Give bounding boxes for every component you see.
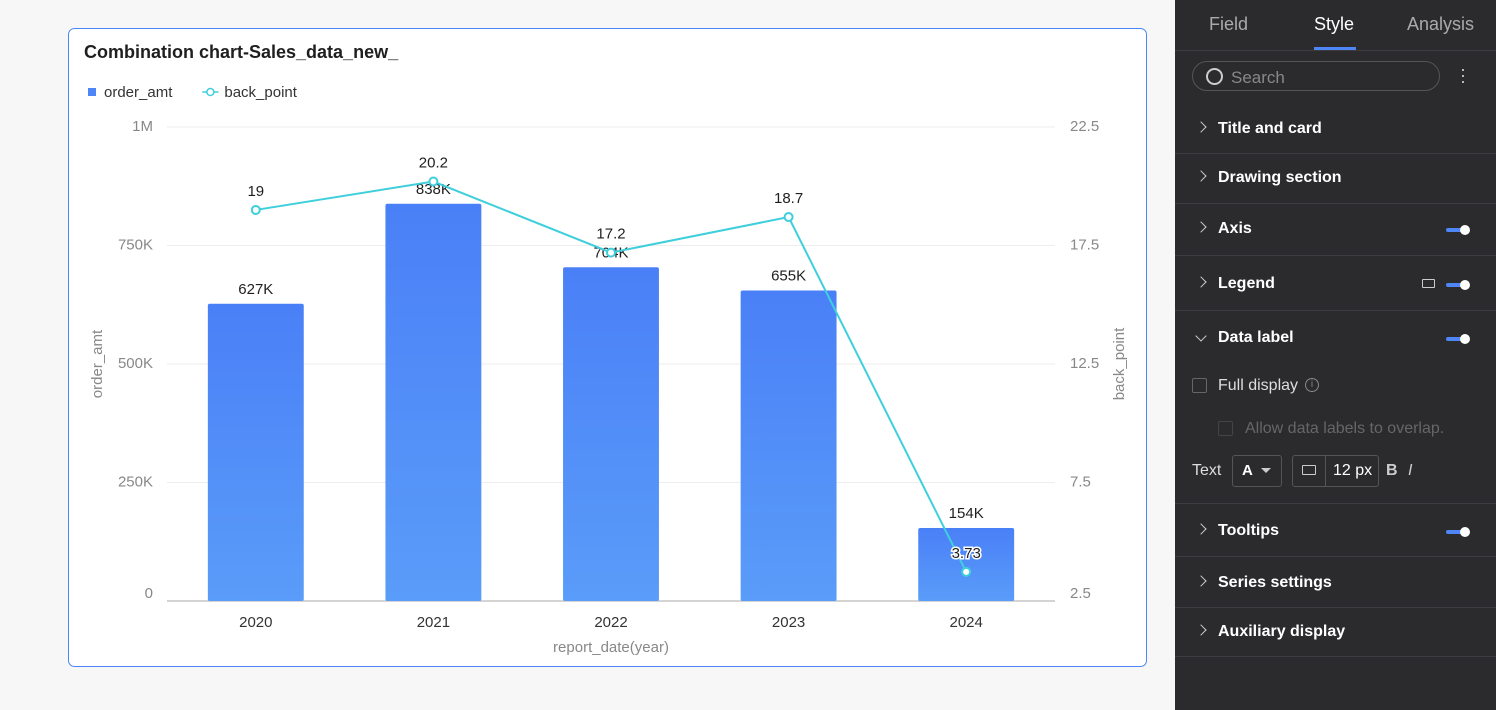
section-title[interactable]: Data label [1218, 329, 1294, 346]
search-placeholder: Search [1231, 68, 1285, 87]
y2-tick-label: 2.5 [1070, 585, 1091, 602]
legend-swatch [206, 87, 215, 97]
full-display-label: Full display [1218, 377, 1299, 394]
section-title[interactable]: Series settings [1218, 574, 1332, 591]
section-title[interactable]: Drawing section [1218, 169, 1342, 186]
info-icon[interactable]: i [1305, 378, 1319, 392]
checkbox[interactable] [1218, 421, 1233, 436]
point [961, 566, 972, 577]
bar [385, 203, 482, 601]
screen-icon [1302, 465, 1316, 475]
bar-label: 627K [238, 281, 273, 298]
y-tick-label: 250K [118, 473, 153, 490]
toggle[interactable] [1446, 225, 1470, 235]
allow-overlap-label: Allow data labels to overlap. [1245, 420, 1445, 437]
caret [1261, 468, 1271, 478]
bar [563, 267, 659, 601]
separator [1175, 153, 1496, 154]
divider [1325, 456, 1326, 486]
x-tick-label: 2020 [239, 614, 272, 631]
x-tick-label: 2022 [594, 614, 627, 631]
separator [1175, 556, 1496, 557]
point [428, 176, 439, 187]
legend-label: order_amt [104, 84, 173, 101]
font-size-input[interactable]: 12 px [1292, 455, 1379, 487]
legend-swatch [88, 88, 96, 96]
section-title[interactable]: Axis [1218, 220, 1252, 237]
y2-tick-label: 12.5 [1070, 355, 1099, 372]
chevron[interactable] [1195, 575, 1207, 587]
italic-button[interactable]: I [1408, 462, 1413, 479]
more-menu[interactable]: · · · [1460, 59, 1466, 91]
bar [918, 528, 1015, 601]
y-tick-label: 750K [118, 236, 153, 253]
tab[interactable]: Field [1209, 14, 1249, 34]
bar-label: 154K [949, 505, 984, 522]
y-tick-label: 1M [132, 118, 153, 135]
search-box[interactable]: Search [1192, 61, 1440, 91]
x-tick-label: 2021 [417, 614, 450, 631]
font-color-select[interactable]: A [1232, 455, 1282, 487]
section-title[interactable]: Title and card [1218, 120, 1322, 137]
toggle[interactable] [1446, 334, 1470, 344]
section-title[interactable]: Legend [1218, 275, 1275, 292]
chevron[interactable] [1195, 170, 1207, 182]
text-label: Text [1192, 462, 1222, 479]
chart: Combination chart-Sales_data_new_ report… [68, 28, 1147, 667]
toggle[interactable] [1446, 527, 1470, 537]
y2-tick-label: 7.5 [1070, 473, 1091, 490]
checkbox[interactable] [1192, 378, 1207, 393]
y-axis-title: order_amt [89, 329, 106, 398]
style-panel: Field Style Analysis Search · · · Full dis… [1175, 0, 1496, 710]
separator [1175, 50, 1496, 51]
y-tick-label: 0 [145, 585, 153, 602]
separator [1175, 255, 1496, 256]
section-title[interactable]: Tooltips [1218, 522, 1280, 539]
chevron[interactable] [1195, 276, 1207, 288]
section-title[interactable]: Auxiliary display [1218, 623, 1346, 640]
y2-tick-label: 17.5 [1070, 236, 1099, 253]
separator [1175, 607, 1496, 608]
point [250, 204, 261, 215]
y2-axis-title: back_point [1111, 327, 1128, 400]
point-label: 20.2 [419, 154, 448, 171]
legend-label: back_point [224, 84, 297, 101]
bar-label: 655K [771, 267, 806, 284]
screen-icon [1422, 279, 1435, 288]
point-label: 19 [247, 183, 264, 200]
bar [207, 303, 304, 601]
chevron[interactable] [1195, 121, 1207, 133]
chart-title: Combination chart-Sales_data_new_ [84, 42, 399, 62]
x-axis-title: report_date(year) [553, 639, 669, 656]
tab[interactable]: Style [1314, 14, 1355, 34]
point [606, 247, 616, 258]
bold-button[interactable]: B [1386, 462, 1398, 479]
search-icon [1206, 68, 1223, 85]
point-label: 17.2 [596, 226, 625, 243]
separator [1175, 203, 1496, 204]
y2-tick-label: 22.5 [1070, 118, 1099, 135]
tab[interactable]: Analysis [1407, 14, 1475, 34]
x-tick-label: 2023 [772, 614, 805, 631]
chevron[interactable] [1195, 523, 1207, 535]
chevron[interactable] [1195, 330, 1207, 342]
y-tick-label: 500K [118, 355, 153, 372]
point-label: 18.7 [774, 190, 803, 207]
toggle[interactable] [1446, 280, 1470, 290]
font-color: A [1242, 462, 1253, 479]
point [783, 212, 794, 223]
separator [1175, 503, 1496, 504]
chevron[interactable] [1195, 221, 1207, 233]
separator [1175, 310, 1496, 311]
point-label: 3.73 [952, 545, 981, 562]
separator [1175, 656, 1496, 657]
font-size: 12 px [1333, 462, 1373, 479]
bar [740, 290, 837, 601]
chevron[interactable] [1195, 624, 1207, 636]
tab-underline [1314, 47, 1356, 50]
x-tick-label: 2024 [950, 614, 983, 631]
